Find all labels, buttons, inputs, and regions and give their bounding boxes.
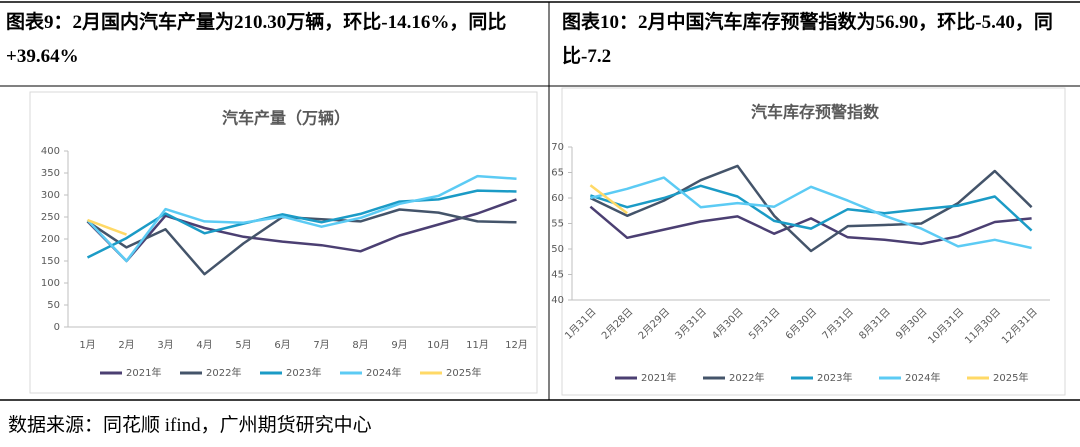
- x-tick-label: 11月: [466, 339, 489, 351]
- y-tick-label: 40: [551, 295, 564, 306]
- y-tick-label: 300: [41, 190, 60, 201]
- series-line: [86, 189, 517, 259]
- y-tick-label: 400: [41, 146, 60, 157]
- chart-frame: [29, 91, 538, 394]
- x-tick-label: 4月: [196, 339, 212, 351]
- y-tick-label: 200: [41, 234, 60, 245]
- chart-title: 汽车产量（万辆）: [222, 109, 350, 128]
- x-tick-label: 9月: [391, 339, 407, 351]
- x-tick-label: 12月: [505, 339, 528, 351]
- y-tick-label: 350: [41, 168, 60, 179]
- series-line: [589, 184, 628, 215]
- legend-label: 2021年: [126, 366, 161, 379]
- legend-label: 2023年: [817, 371, 852, 384]
- y-tick-label: 0: [54, 322, 60, 333]
- x-tick-label: 5月31日: [746, 306, 782, 342]
- x-tick-label: 4月30日: [710, 306, 746, 342]
- y-tick-label: 70: [551, 142, 564, 153]
- y-tick-label: 45: [551, 270, 564, 281]
- legend-label: 2022年: [729, 371, 764, 384]
- x-tick-label: 12月31日: [999, 306, 1040, 347]
- x-tick-label: 10月31日: [926, 306, 967, 347]
- series-line: [590, 184, 1033, 232]
- x-tick-label: 9月30日: [893, 306, 929, 342]
- x-tick-label: 1月: [79, 339, 95, 351]
- x-tick-label: 1月31日: [562, 306, 598, 342]
- y-tick-label: 60: [551, 193, 564, 204]
- x-tick-label: 11月30日: [962, 306, 1003, 347]
- legend-label: 2025年: [446, 366, 481, 379]
- source-note: 数据来源：同花顺 ifind，广州期货研究中心: [8, 415, 372, 436]
- x-tick-label: 8月: [352, 339, 368, 351]
- series-line: [86, 198, 517, 263]
- chart-frame: [561, 87, 1066, 396]
- legend-label: 2021年: [641, 371, 676, 384]
- x-tick-label: 7月31日: [820, 306, 856, 342]
- x-tick-label: 6月: [274, 339, 290, 351]
- legend-label: 2023年: [286, 366, 321, 379]
- x-tick-label: 3月: [157, 339, 173, 351]
- series-line: [87, 218, 127, 236]
- x-tick-label: 2月29日: [636, 306, 672, 342]
- x-tick-label: 5月: [235, 339, 251, 351]
- series-line: [590, 176, 1032, 250]
- x-tick-label: 7月: [313, 339, 329, 351]
- series-line: [589, 205, 1032, 246]
- chart-title: 汽车库存预警指数: [751, 103, 880, 122]
- y-tick-label: 65: [551, 168, 564, 179]
- x-tick-label: 3月31日: [673, 306, 709, 342]
- legend-label: 2024年: [905, 371, 940, 384]
- y-tick-label: 50: [47, 300, 60, 311]
- figure-caption: 图表10：2月中国汽车库存预警指数为56.90，环比-5.40，同比-7.2: [562, 12, 1053, 67]
- legend-label: 2025年: [993, 371, 1028, 384]
- x-tick-label: 2月: [118, 339, 134, 351]
- y-tick-label: 50: [551, 244, 564, 255]
- series-line: [589, 164, 1033, 253]
- x-tick-label: 6月30日: [783, 306, 819, 342]
- x-tick-label: 8月31日: [857, 306, 893, 342]
- y-tick-label: 150: [41, 256, 60, 267]
- figure-caption: 图表9：2月国内汽车产量为210.30万辆，环比-14.16%，同比+39.64…: [6, 12, 507, 67]
- x-tick-label: 10月: [427, 339, 450, 351]
- y-tick-label: 55: [551, 219, 564, 230]
- legend-label: 2024年: [366, 366, 401, 379]
- series-line: [86, 174, 517, 263]
- x-tick-label: 2月28日: [599, 306, 635, 342]
- y-tick-label: 250: [41, 212, 60, 223]
- y-tick-label: 100: [41, 278, 60, 289]
- legend-label: 2022年: [206, 366, 241, 379]
